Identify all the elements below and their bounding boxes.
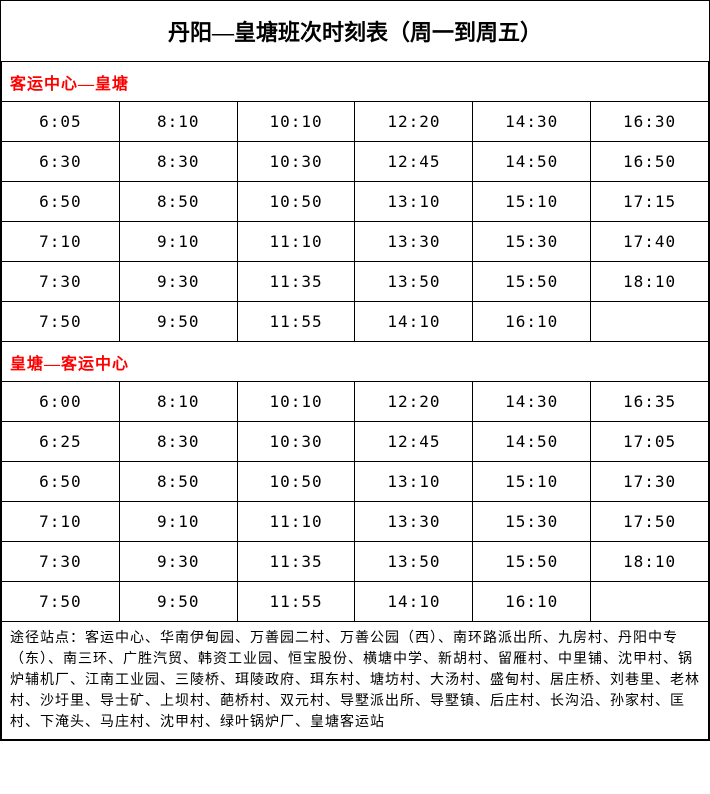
time-cell: 10:50	[237, 462, 355, 502]
timetable-container: 丹阳—皇塘班次时刻表（周一到周五） 客运中心—皇塘6:058:1010:1012…	[0, 0, 710, 741]
time-cell: 18:10	[591, 262, 709, 302]
time-cell: 15:30	[473, 502, 591, 542]
time-cell: 9:50	[119, 582, 237, 622]
time-cell: 7:10	[2, 502, 120, 542]
time-cell: 13:50	[355, 262, 473, 302]
time-cell: 8:30	[119, 422, 237, 462]
time-cell: 11:55	[237, 582, 355, 622]
time-cell: 9:10	[119, 222, 237, 262]
time-cell: 12:45	[355, 422, 473, 462]
time-cell: 7:30	[2, 542, 120, 582]
time-cell: 15:10	[473, 462, 591, 502]
time-cell	[591, 302, 709, 342]
time-cell: 10:30	[237, 142, 355, 182]
section-header-outbound: 客运中心—皇塘	[2, 62, 709, 102]
time-cell: 16:35	[591, 382, 709, 422]
time-cell: 17:15	[591, 182, 709, 222]
table-row: 7:509:5011:5514:1016:10	[2, 302, 709, 342]
time-cell: 13:10	[355, 462, 473, 502]
time-cell: 16:10	[473, 582, 591, 622]
time-cell: 17:50	[591, 502, 709, 542]
time-cell: 9:30	[119, 542, 237, 582]
table-row: 6:308:3010:3012:4514:5016:50	[2, 142, 709, 182]
time-cell: 7:50	[2, 582, 120, 622]
time-cell: 11:10	[237, 222, 355, 262]
time-cell: 9:50	[119, 302, 237, 342]
time-cell: 8:10	[119, 102, 237, 142]
time-cell: 9:10	[119, 502, 237, 542]
time-cell: 6:00	[2, 382, 120, 422]
table-row: 7:509:5011:5514:1016:10	[2, 582, 709, 622]
time-cell: 16:10	[473, 302, 591, 342]
time-cell: 17:05	[591, 422, 709, 462]
time-cell: 7:50	[2, 302, 120, 342]
time-cell: 6:50	[2, 462, 120, 502]
time-cell: 13:30	[355, 222, 473, 262]
time-cell: 13:30	[355, 502, 473, 542]
time-cell: 8:50	[119, 182, 237, 222]
time-cell: 14:30	[473, 102, 591, 142]
time-cell: 9:30	[119, 262, 237, 302]
time-cell: 10:30	[237, 422, 355, 462]
table-row: 6:508:5010:5013:1015:1017:15	[2, 182, 709, 222]
time-cell: 11:55	[237, 302, 355, 342]
page-title: 丹阳—皇塘班次时刻表（周一到周五）	[1, 1, 709, 61]
table-row: 7:309:3011:3513:5015:5018:10	[2, 542, 709, 582]
time-cell: 8:30	[119, 142, 237, 182]
time-cell: 10:10	[237, 382, 355, 422]
table-row: 7:109:1011:1013:3015:3017:50	[2, 502, 709, 542]
table-row: 6:058:1010:1012:2014:3016:30	[2, 102, 709, 142]
time-cell: 14:50	[473, 142, 591, 182]
time-cell: 15:30	[473, 222, 591, 262]
time-cell: 14:10	[355, 302, 473, 342]
time-cell: 7:30	[2, 262, 120, 302]
time-cell: 16:50	[591, 142, 709, 182]
time-cell: 6:50	[2, 182, 120, 222]
time-cell: 17:30	[591, 462, 709, 502]
time-cell: 11:10	[237, 502, 355, 542]
table-row: 6:008:1010:1012:2014:3016:35	[2, 382, 709, 422]
time-cell: 7:10	[2, 222, 120, 262]
timetable: 客运中心—皇塘6:058:1010:1012:2014:3016:306:308…	[1, 61, 709, 740]
time-cell: 16:30	[591, 102, 709, 142]
time-cell: 15:50	[473, 262, 591, 302]
time-cell: 17:40	[591, 222, 709, 262]
time-cell: 6:05	[2, 102, 120, 142]
time-cell: 11:35	[237, 262, 355, 302]
time-cell: 18:10	[591, 542, 709, 582]
time-cell: 10:10	[237, 102, 355, 142]
time-cell: 11:35	[237, 542, 355, 582]
time-cell: 12:20	[355, 102, 473, 142]
time-cell: 13:10	[355, 182, 473, 222]
time-cell: 6:30	[2, 142, 120, 182]
time-cell: 14:30	[473, 382, 591, 422]
time-cell: 13:50	[355, 542, 473, 582]
time-cell: 14:10	[355, 582, 473, 622]
table-row: 6:258:3010:3012:4514:5017:05	[2, 422, 709, 462]
time-cell	[591, 582, 709, 622]
table-row: 7:309:3011:3513:5015:5018:10	[2, 262, 709, 302]
time-cell: 8:50	[119, 462, 237, 502]
table-row: 7:109:1011:1013:3015:3017:40	[2, 222, 709, 262]
time-cell: 15:10	[473, 182, 591, 222]
time-cell: 10:50	[237, 182, 355, 222]
time-cell: 6:25	[2, 422, 120, 462]
time-cell: 12:45	[355, 142, 473, 182]
time-cell: 14:50	[473, 422, 591, 462]
table-row: 6:508:5010:5013:1015:1017:30	[2, 462, 709, 502]
footnote: 途径站点：客运中心、华南伊甸园、万善园二村、万善公园（西）、南环路派出所、九房村…	[2, 622, 709, 740]
time-cell: 8:10	[119, 382, 237, 422]
time-cell: 15:50	[473, 542, 591, 582]
time-cell: 12:20	[355, 382, 473, 422]
section-header-inbound: 皇塘—客运中心	[2, 342, 709, 382]
